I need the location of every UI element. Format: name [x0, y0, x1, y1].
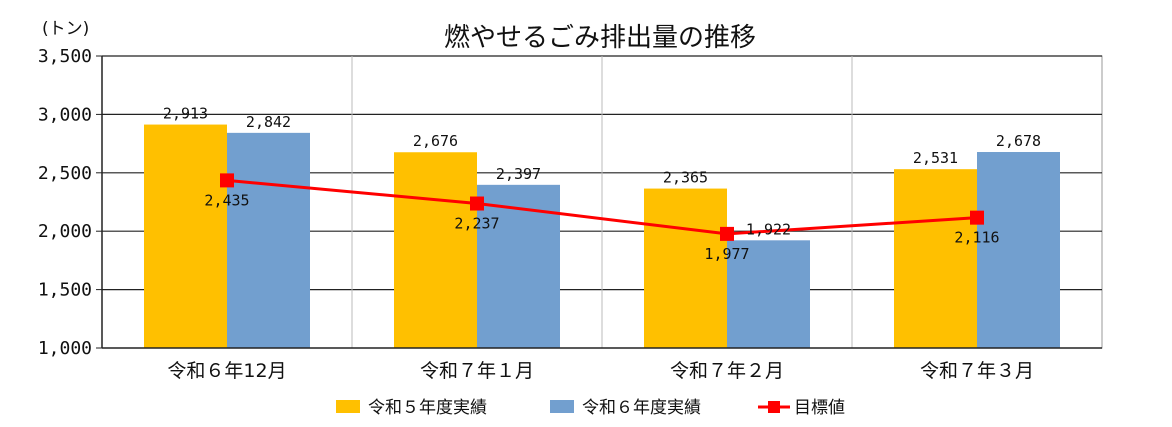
y-tick-label: 3,500	[38, 46, 92, 67]
bar-data-label: 2,913	[163, 105, 208, 123]
bar	[727, 240, 810, 348]
x-tick-label: 令和７年２月	[670, 360, 784, 382]
target-data-label: 2,116	[954, 229, 999, 247]
target-series-line	[226, 178, 978, 236]
y-tick-label: 2,500	[38, 163, 92, 184]
bar-data-label: 2,678	[996, 132, 1041, 150]
bar	[977, 152, 1060, 348]
bar	[144, 124, 227, 348]
y-tick-label: 2,000	[38, 221, 92, 242]
legend-swatch	[336, 400, 360, 413]
axes: 1,000 1,500 2,000 2,500 3,000 3,500 令和６年12月 令和７…	[38, 46, 1102, 382]
legend: 令和５年度実績 令和６年度実績 目標値	[336, 398, 845, 418]
y-tick-label: 3,000	[38, 104, 92, 125]
bars	[144, 124, 1060, 348]
y-tick-label: 1,500	[38, 280, 92, 301]
legend-label: 目標値	[794, 398, 845, 418]
bar	[644, 188, 727, 348]
target-data-label: 2,435	[204, 191, 249, 209]
target-marker	[720, 226, 734, 241]
target-data-label: 2,237	[454, 215, 499, 233]
legend-swatch	[550, 400, 574, 413]
x-tick-label: 令和７年３月	[920, 360, 1034, 382]
target-data-label: 1,977	[704, 245, 749, 263]
data-labels: 2,913 2,842 2,676 2,397 2,365 1,922 2,531 2,678…	[163, 105, 1041, 263]
y-unit-label: (トン)	[42, 19, 89, 39]
target-line	[220, 173, 984, 241]
legend-label: 令和５年度実績	[368, 398, 487, 418]
bar-data-label: 2,842	[246, 113, 291, 131]
y-tick-label: 1,000	[38, 338, 92, 359]
bar-data-label: 1,922	[746, 220, 791, 238]
target-marker	[470, 196, 484, 211]
x-tick-label: 令和７年１月	[420, 360, 534, 382]
x-tick-label: 令和６年12月	[167, 360, 286, 382]
target-marker	[220, 173, 234, 188]
bar-data-label: 2,676	[413, 132, 458, 150]
legend-swatch-marker	[768, 401, 780, 413]
bar-data-label: 2,531	[913, 149, 958, 167]
chart-title: 燃やせるごみ排出量の推移	[444, 23, 756, 53]
bar	[894, 169, 977, 348]
bar-data-label: 2,397	[496, 165, 541, 183]
target-marker	[970, 210, 984, 225]
bar-data-label: 2,365	[663, 169, 708, 187]
bar	[227, 132, 310, 348]
legend-label: 令和６年度実績	[582, 398, 701, 418]
bar	[394, 152, 477, 348]
